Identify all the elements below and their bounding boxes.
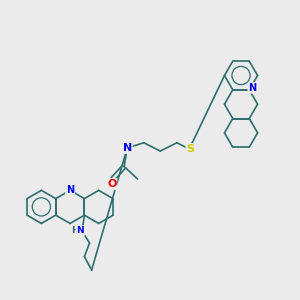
Text: S: S [186,144,194,154]
Text: H: H [71,226,79,235]
Text: N: N [123,143,132,153]
Text: N: N [66,185,74,195]
Text: N: N [248,83,256,93]
Text: O: O [107,179,116,189]
Text: N: N [76,226,84,235]
